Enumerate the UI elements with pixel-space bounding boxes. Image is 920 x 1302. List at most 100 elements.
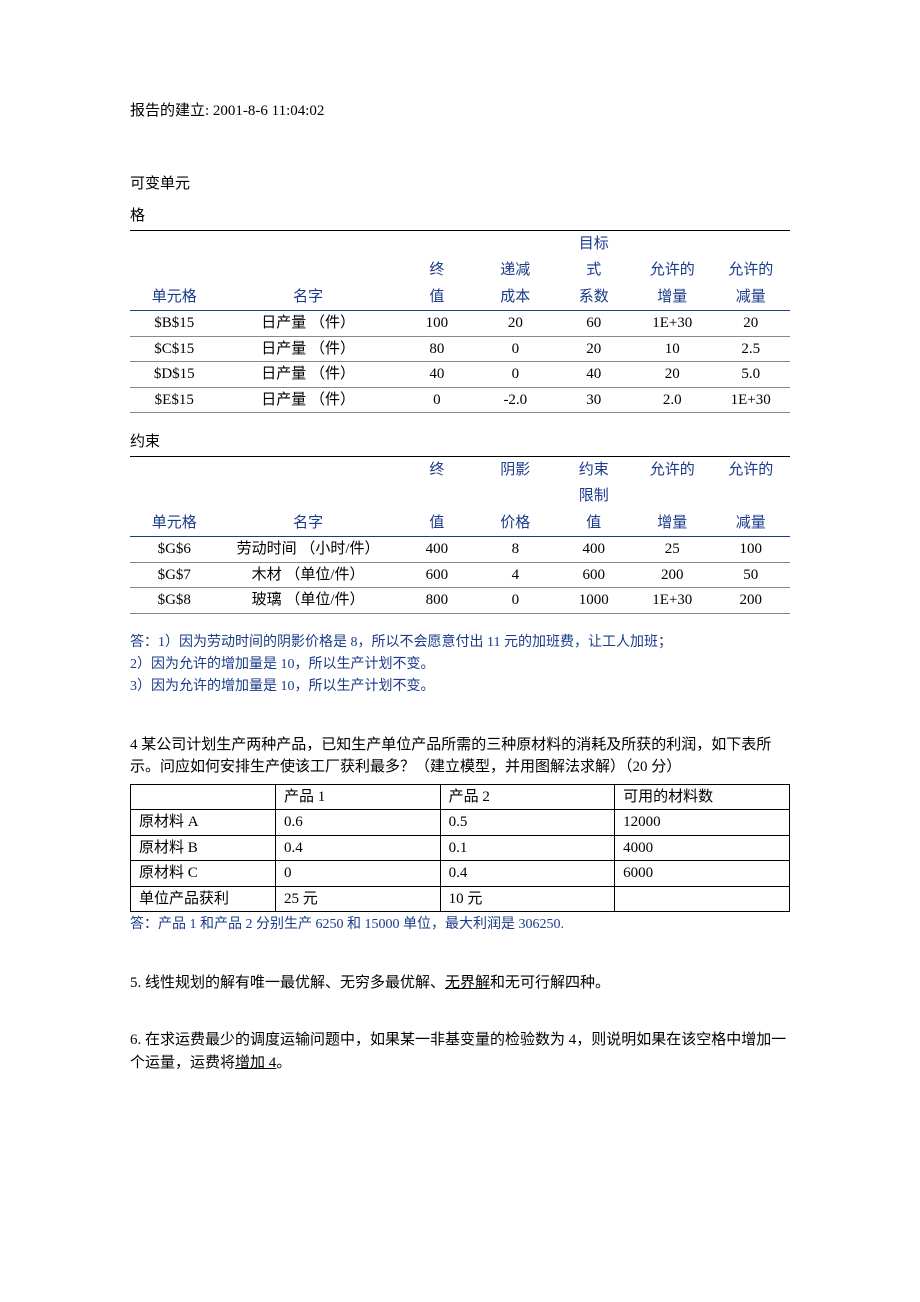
section1-label-line2: 格 bbox=[130, 205, 790, 231]
q4-cell: 0.5 bbox=[440, 810, 615, 836]
cell-shadow: 0 bbox=[476, 588, 554, 614]
th-blank bbox=[398, 483, 476, 510]
cell-name: 日产量 （件） bbox=[219, 387, 398, 413]
th-reduced-l1: 递减 bbox=[476, 257, 554, 284]
q4-cell: 0.4 bbox=[275, 835, 440, 861]
question6: 6. 在求运费最少的调度运输问题中，如果某一非基变量的检验数为 4，则说明如果在… bbox=[130, 1029, 790, 1074]
cell-constraint: 400 bbox=[555, 537, 633, 563]
section1-label-line1: 可变单元 bbox=[130, 173, 790, 196]
q4-cell: 单位产品获利 bbox=[131, 886, 276, 912]
cell-inc: 20 bbox=[633, 362, 711, 388]
q6-fill: 增加 4 bbox=[235, 1052, 276, 1075]
th-blank bbox=[633, 483, 711, 510]
cell-dec: 20 bbox=[711, 311, 790, 337]
th-dec-l1: 允许的 bbox=[711, 257, 790, 284]
cell-obj: 20 bbox=[555, 336, 633, 362]
table-row: $G$7木材 （单位/件）600460020050 bbox=[130, 562, 790, 588]
answer1-line2: 2）因为允许的增加量是 10，所以生产计划不变。 bbox=[130, 654, 790, 676]
cell-final: 800 bbox=[398, 588, 476, 614]
constraints-table: 单元格 名字 终 阴影 约束 允许的 允许的 限制 值 价格 值 增量 减量 $… bbox=[130, 457, 790, 614]
cell-dec: 1E+30 bbox=[711, 387, 790, 413]
q4-th: 产品 1 bbox=[275, 784, 440, 810]
th-dec-l1: 允许的 bbox=[711, 457, 790, 484]
th-inc-l2: 增量 bbox=[633, 510, 711, 537]
question4-answer: 答：产品 1 和产品 2 分别生产 6250 和 15000 单位，最大利润是 … bbox=[130, 914, 790, 936]
question4-text: 4 某公司计划生产两种产品，已知生产单位产品所需的三种原材料的消耗及所获的利润，… bbox=[130, 734, 790, 779]
th-shadow-l2: 价格 bbox=[476, 510, 554, 537]
report-header: 报告的建立: 2001-8-6 11:04:02 bbox=[130, 100, 790, 123]
cell-cell: $C$15 bbox=[130, 336, 219, 362]
cell-shadow: 8 bbox=[476, 537, 554, 563]
th-inc-l2: 增量 bbox=[633, 284, 711, 311]
cell-reduced: 0 bbox=[476, 362, 554, 388]
th-inc-l1: 允许的 bbox=[633, 457, 711, 484]
cell-final: 400 bbox=[398, 537, 476, 563]
th-name: 名字 bbox=[219, 457, 398, 537]
table-row: $G$8玻璃 （单位/件）800010001E+30200 bbox=[130, 588, 790, 614]
cell-name: 日产量 （件） bbox=[219, 311, 398, 337]
th-final-l1: 终 bbox=[398, 257, 476, 284]
th-constraint-l1: 约束 bbox=[555, 457, 633, 484]
variable-cells-table: 单元格 名字 目标 终 递减 式 允许的 允许的 值 成本 系数 增量 减量 $… bbox=[130, 231, 790, 414]
th-shadow-l1: 阴影 bbox=[476, 457, 554, 484]
th-blank bbox=[476, 231, 554, 258]
cell-inc: 10 bbox=[633, 336, 711, 362]
q4-cell: 0.4 bbox=[440, 861, 615, 887]
cell-name: 劳动时间 （小时/件） bbox=[219, 537, 398, 563]
q4-cell: 10 元 bbox=[440, 886, 615, 912]
table-row: 原材料 C00.46000 bbox=[131, 861, 790, 887]
table-row: 单位产品获利25 元10 元 bbox=[131, 886, 790, 912]
q5-prefix: 5. 线性规划的解有唯一最优解、无穷多最优解、 bbox=[130, 975, 445, 991]
cell-obj: 30 bbox=[555, 387, 633, 413]
q4-cell: 12000 bbox=[615, 810, 790, 836]
table-row: 原材料 A0.60.512000 bbox=[131, 810, 790, 836]
th-cell: 单元格 bbox=[130, 231, 219, 311]
q4-cell: 6000 bbox=[615, 861, 790, 887]
cell-final: 600 bbox=[398, 562, 476, 588]
table-row: $G$6劳动时间 （小时/件）400840025100 bbox=[130, 537, 790, 563]
q4-th bbox=[131, 784, 276, 810]
cell-reduced: 20 bbox=[476, 311, 554, 337]
q4-cell: 0.6 bbox=[275, 810, 440, 836]
table-row: 原材料 B0.40.14000 bbox=[131, 835, 790, 861]
answer1: 答：1）因为劳动时间的阴影价格是 8，所以不会愿意付出 11 元的加班费，让工人… bbox=[130, 632, 790, 699]
th-obj-l1: 目标 bbox=[555, 231, 633, 258]
cell-reduced: 0 bbox=[476, 336, 554, 362]
cell-obj: 40 bbox=[555, 362, 633, 388]
th-name: 名字 bbox=[219, 231, 398, 311]
q4-cell: 0.1 bbox=[440, 835, 615, 861]
q6-suffix: 。 bbox=[276, 1055, 291, 1071]
cell-cell: $E$15 bbox=[130, 387, 219, 413]
q4-cell: 0 bbox=[275, 861, 440, 887]
th-obj-l3: 系数 bbox=[555, 284, 633, 311]
cell-shadow: 4 bbox=[476, 562, 554, 588]
cell-cell: $G$6 bbox=[130, 537, 219, 563]
th-blank bbox=[711, 231, 790, 258]
th-constraint-l2: 限制 bbox=[555, 483, 633, 510]
table-row: $E$15日产量 （件）0-2.0302.01E+30 bbox=[130, 387, 790, 413]
material-table: 产品 1产品 2可用的材料数 原材料 A0.60.512000原材料 B0.40… bbox=[130, 784, 790, 913]
cell-cell: $G$7 bbox=[130, 562, 219, 588]
section2-label: 约束 bbox=[130, 431, 790, 457]
th-blank bbox=[711, 483, 790, 510]
q4-cell: 25 元 bbox=[275, 886, 440, 912]
th-reduced-l2: 成本 bbox=[476, 284, 554, 311]
cell-obj: 60 bbox=[555, 311, 633, 337]
th-inc-l1: 允许的 bbox=[633, 257, 711, 284]
cell-name: 玻璃 （单位/件） bbox=[219, 588, 398, 614]
cell-constraint: 1000 bbox=[555, 588, 633, 614]
cell-name: 木材 （单位/件） bbox=[219, 562, 398, 588]
th-final-l1: 终 bbox=[398, 457, 476, 484]
cell-dec: 5.0 bbox=[711, 362, 790, 388]
cell-reduced: -2.0 bbox=[476, 387, 554, 413]
cell-final: 0 bbox=[398, 387, 476, 413]
cell-final: 40 bbox=[398, 362, 476, 388]
cell-cell: $B$15 bbox=[130, 311, 219, 337]
th-obj-l2: 式 bbox=[555, 257, 633, 284]
cell-constraint: 600 bbox=[555, 562, 633, 588]
table-row: $D$15日产量 （件）40040205.0 bbox=[130, 362, 790, 388]
cell-dec: 50 bbox=[711, 562, 790, 588]
q4-cell bbox=[615, 886, 790, 912]
cell-inc: 1E+30 bbox=[633, 588, 711, 614]
th-cell: 单元格 bbox=[130, 457, 219, 537]
